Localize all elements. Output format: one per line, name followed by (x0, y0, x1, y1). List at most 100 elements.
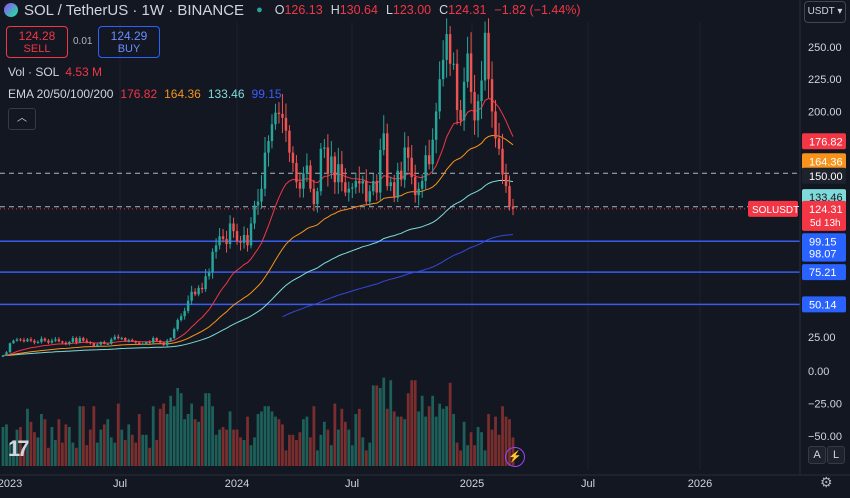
ema20-tag: 176.82 (809, 136, 843, 148)
volume-bar (22, 447, 26, 466)
volume-bar (319, 434, 323, 466)
log-scale-button[interactable]: L (827, 446, 845, 464)
volume-bar (501, 406, 504, 466)
candle-body (487, 32, 490, 80)
volume-bar (204, 393, 207, 466)
volume-bar (260, 411, 263, 466)
volume-bar (298, 432, 302, 466)
candle-body (138, 342, 141, 344)
volume-bar (33, 432, 36, 466)
volume-bar (288, 434, 291, 466)
volume-bar (172, 406, 176, 466)
sell-button[interactable]: 124.28 SELL (6, 26, 68, 58)
candle-body (277, 112, 281, 114)
volume-bar (158, 408, 162, 466)
level-75-tag-bg (802, 264, 846, 281)
candle-body (82, 338, 85, 341)
gear-icon[interactable]: ⚙ (820, 474, 833, 490)
candle-body (239, 241, 242, 243)
candle-body (235, 231, 239, 242)
volume-bar (371, 385, 375, 466)
volume-bar (452, 414, 456, 466)
candle-body (365, 180, 368, 202)
volume-bar (5, 424, 8, 466)
candle-body (71, 338, 75, 342)
volume-bar (169, 395, 173, 466)
volume-bar (490, 429, 494, 466)
volume-bar (57, 419, 61, 466)
ema50-line (2, 134, 514, 356)
chart-header: SOL / TetherUS · 1W · BINANCE ● O126.13 … (4, 0, 581, 20)
volume-bar (85, 445, 89, 466)
volume-bar (427, 406, 431, 466)
volume-tick-label: −50.00 (808, 431, 842, 443)
volume-bar (246, 416, 249, 466)
volume-bar (385, 408, 389, 466)
volume-bar (130, 434, 134, 466)
volume-bar (329, 445, 333, 466)
volume-bar (207, 393, 211, 466)
currency-dropdown[interactable]: USDT ▾ (804, 1, 846, 23)
candle-body (372, 180, 375, 192)
volume-bar (197, 421, 201, 466)
candle-body (29, 339, 33, 341)
candle-body (218, 236, 221, 246)
volume-bar (277, 419, 281, 466)
volume-bar (106, 419, 110, 466)
candle-body (288, 130, 291, 153)
x-tick-label: Jul (345, 478, 359, 490)
candle-body (354, 180, 358, 188)
volume-bar (249, 445, 253, 466)
candle-body (64, 342, 68, 344)
candle-body (511, 206, 515, 209)
candle-body (480, 80, 483, 102)
flash-icon[interactable]: ⚡ (505, 447, 525, 467)
level-75-tag: 75.21 (809, 267, 837, 279)
candle-body (193, 291, 197, 295)
candle-body (302, 173, 305, 189)
candle-body (61, 341, 64, 343)
candle-body (162, 342, 165, 346)
volume-bar (200, 406, 204, 466)
candle-body (274, 112, 277, 125)
candle-body (134, 341, 137, 343)
volume-tick-label: −25.00 (808, 399, 842, 411)
symbol-title[interactable]: SOL / TetherUS · 1W · BINANCE (24, 1, 245, 19)
volume-legend[interactable]: Vol · SOL 4.53 M (8, 65, 103, 79)
candle-body (19, 339, 22, 341)
volume-bar (295, 440, 298, 466)
volume-bar (410, 380, 414, 466)
candle-body (256, 201, 260, 206)
volume-bar (88, 429, 92, 466)
volume-bar (392, 411, 396, 466)
volume-bar (336, 429, 340, 466)
candle-body (494, 111, 497, 139)
candle-body (197, 287, 200, 295)
candle-body (298, 182, 302, 189)
volume-bar (134, 442, 138, 466)
auto-scale-button[interactable]: A (808, 446, 826, 464)
volume-bar (54, 440, 57, 466)
volume-bar (151, 406, 155, 466)
collapse-legend-button[interactable]: ︿ (8, 108, 36, 130)
candle-body (211, 251, 214, 273)
last-price-tag: 124.31 (809, 204, 843, 216)
candle-body (40, 338, 43, 342)
candle-body (389, 182, 392, 187)
ema-legend[interactable]: EMA 20/50/100/200 176.82 164.36 133.46 9… (8, 87, 282, 101)
volume-bar (109, 437, 113, 466)
candle-body (459, 110, 462, 121)
volume-bar (64, 424, 68, 466)
volume-bar (361, 437, 365, 466)
x-tick-label: Jul (113, 478, 127, 490)
volume-bar (487, 414, 490, 466)
buy-button[interactable]: 124.29 BUY (98, 26, 160, 58)
candle-body (47, 340, 50, 343)
candle-body (497, 138, 501, 149)
volume-tick-label: 0.00 (808, 366, 829, 378)
volume-bar (263, 406, 267, 466)
volume-bar (270, 411, 274, 466)
candle-body (351, 187, 354, 189)
volume-bar (123, 440, 127, 466)
